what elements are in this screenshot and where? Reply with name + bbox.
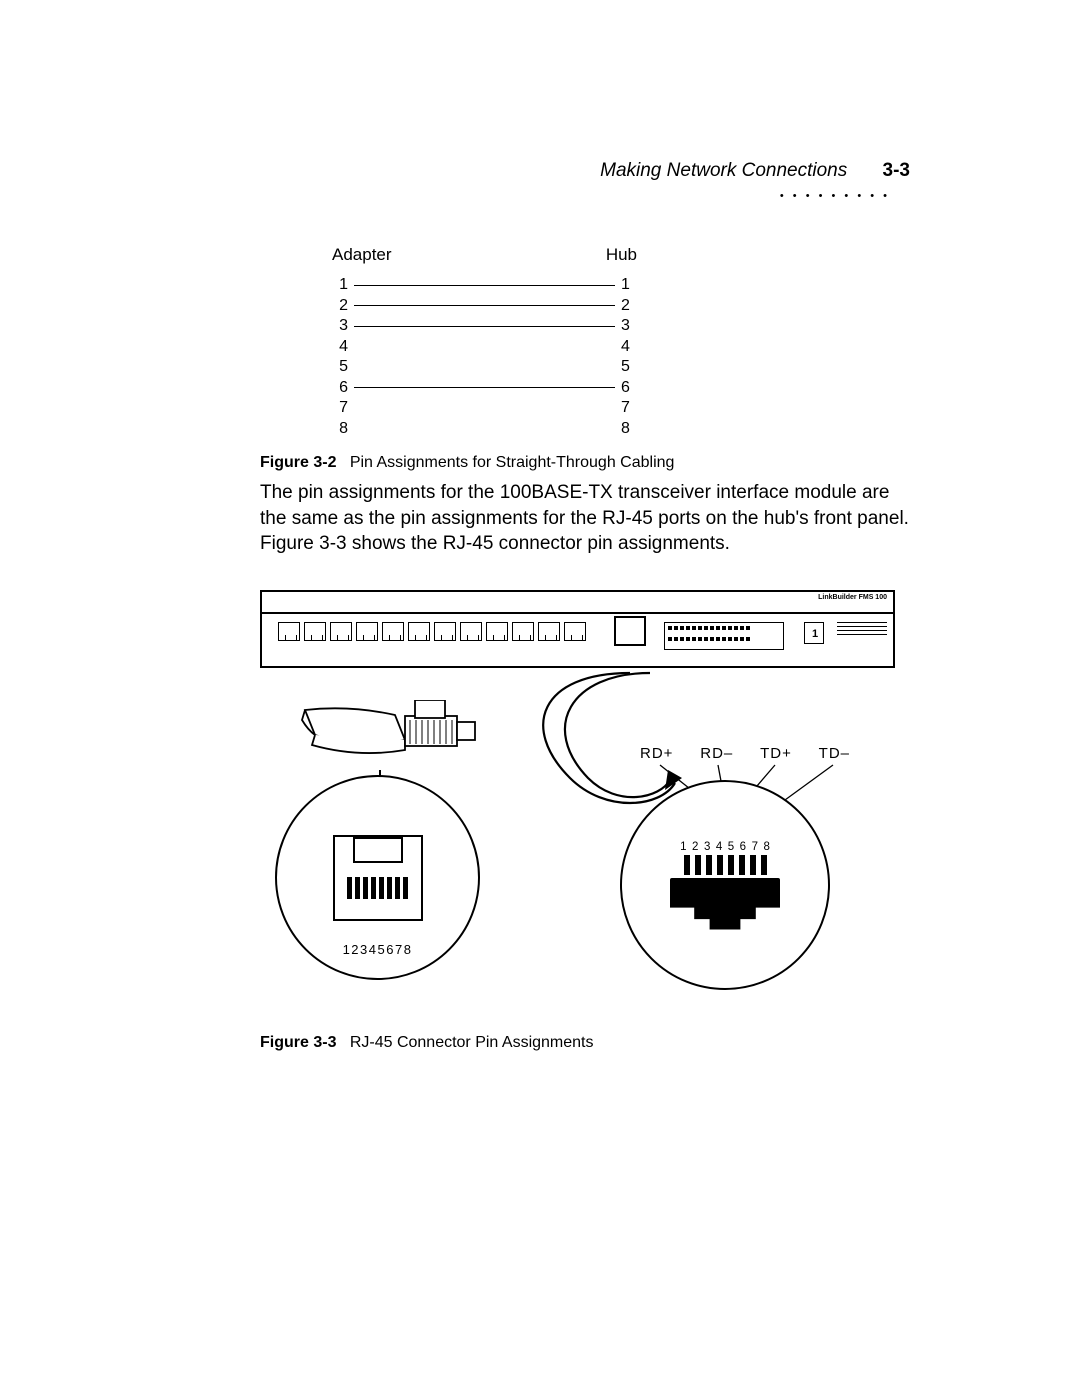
- pin-left-num: 2: [332, 296, 354, 315]
- pin-connection-line: [354, 387, 615, 388]
- rj45-pinout-detail: 12345678: [620, 780, 830, 990]
- rj45-port: [434, 622, 456, 641]
- pin-number: 5: [728, 841, 734, 853]
- pin-row: 77: [332, 398, 637, 417]
- status-legend: [837, 622, 887, 637]
- page-header: Making Network Connections 3-3: [600, 160, 910, 182]
- pin-right-num: 2: [615, 296, 637, 315]
- pin-label-right: Hub: [606, 245, 637, 265]
- pin-bar: [761, 855, 767, 875]
- pin-bar: [717, 855, 723, 875]
- rj45-port: [564, 622, 586, 641]
- pin-left-num: 5: [332, 357, 354, 376]
- pin-row: 11: [332, 275, 637, 294]
- pinout-bars: [665, 855, 785, 875]
- pin-right-num: 1: [615, 275, 637, 294]
- brand-label: LinkBuilder FMS 100: [818, 594, 887, 601]
- rj45-front-detail: 12345678: [275, 775, 480, 980]
- rj45-plug-body-icon: [670, 878, 780, 930]
- pin-connection-line: [354, 305, 615, 306]
- pin-row: 66: [332, 378, 637, 397]
- header-pagenum: 3-3: [883, 160, 910, 182]
- unit-digit: 1: [809, 626, 821, 642]
- pin-bar: [750, 855, 756, 875]
- figure-3-2-label: Figure 3-2: [260, 454, 336, 471]
- pin-bar: [728, 855, 734, 875]
- pin-bar: [739, 855, 745, 875]
- pin-left-num: 8: [332, 419, 354, 438]
- rj45-port: [408, 622, 430, 641]
- unit-display: 1: [804, 622, 824, 644]
- figure-3-2-caption: Figure 3-2 Pin Assignments for Straight-…: [260, 454, 674, 472]
- pin-row: 33: [332, 316, 637, 335]
- page: Making Network Connections 3-3 • • • • •…: [0, 0, 1080, 1397]
- pin-left-num: 4: [332, 337, 354, 356]
- front-pin-numbers: 12345678: [335, 942, 421, 957]
- header-section: Making Network Connections: [600, 160, 847, 182]
- header-dots: • • • • • • • • •: [780, 190, 890, 202]
- pin-right-num: 6: [615, 378, 637, 397]
- status-panel: [664, 622, 784, 650]
- figure-3-3-label: Figure 3-3: [260, 1034, 336, 1051]
- pin-number: 2: [692, 841, 698, 853]
- highlighted-port: [614, 616, 646, 646]
- pin-right-num: 5: [615, 357, 637, 376]
- rj45-port: [330, 622, 352, 641]
- pin-number: 3: [704, 841, 710, 853]
- pin-bar: [695, 855, 701, 875]
- pin-connection-line: [354, 326, 615, 327]
- pin-number: 1: [680, 841, 686, 853]
- pinout-numbers: 12345678: [665, 841, 785, 853]
- pin-number: 4: [716, 841, 722, 853]
- pin-bar: [684, 855, 690, 875]
- pin-right-num: 4: [615, 337, 637, 356]
- pin-row: 44: [332, 337, 637, 356]
- pin-assignment-chart: Adapter Hub 1122334455667788: [332, 245, 637, 438]
- rj45-port: [278, 622, 300, 641]
- rj45-port: [356, 622, 378, 641]
- pin-row: 88: [332, 419, 637, 438]
- body-paragraph: The pin assignments for the 100BASE-TX t…: [260, 480, 920, 557]
- pin-bar: [706, 855, 712, 875]
- hub-illustration: 1 LinkBuilder FMS 100: [260, 590, 895, 668]
- pin-left-num: 1: [332, 275, 354, 294]
- rj45-port: [486, 622, 508, 641]
- rj45-port: [512, 622, 534, 641]
- pin-connection-line: [354, 285, 615, 286]
- figure-3-2-text: Pin Assignments for Straight-Through Cab…: [350, 454, 675, 471]
- pin-right-num: 8: [615, 419, 637, 438]
- pin-left-num: 3: [332, 316, 354, 335]
- rj45-port: [382, 622, 404, 641]
- pin-left-num: 6: [332, 378, 354, 397]
- pin-number: 6: [740, 841, 746, 853]
- rj45-port: [460, 622, 482, 641]
- pin-row: 22: [332, 296, 637, 315]
- rj45-port: [538, 622, 560, 641]
- rj45-plug-pinout: 12345678: [665, 841, 785, 930]
- rj45-jack-front: 12345678: [333, 835, 423, 921]
- pin-right-num: 3: [615, 316, 637, 335]
- pin-number: 7: [752, 841, 758, 853]
- rj45-port: [304, 622, 326, 641]
- pin-label-left: Adapter: [332, 245, 392, 265]
- pin-number: 8: [763, 841, 769, 853]
- figure-3-3-text: RJ-45 Connector Pin Assignments: [350, 1034, 594, 1051]
- pin-right-num: 7: [615, 398, 637, 417]
- pin-left-num: 7: [332, 398, 354, 417]
- pin-row: 55: [332, 357, 637, 376]
- figure-3-3-caption: Figure 3-3 RJ-45 Connector Pin Assignmen…: [260, 1034, 593, 1052]
